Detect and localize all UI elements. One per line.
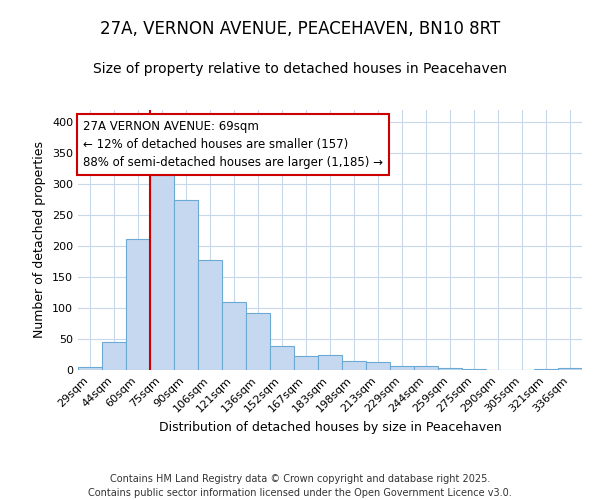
Bar — [150, 175, 174, 370]
Text: Contains HM Land Registry data © Crown copyright and database right 2025.
Contai: Contains HM Land Registry data © Crown c… — [88, 474, 512, 498]
Bar — [558, 368, 582, 370]
Bar — [270, 346, 294, 370]
Bar — [342, 360, 366, 370]
Bar — [294, 356, 318, 370]
Text: 27A VERNON AVENUE: 69sqm
← 12% of detached houses are smaller (157)
88% of semi-: 27A VERNON AVENUE: 69sqm ← 12% of detach… — [83, 120, 383, 170]
Bar — [222, 302, 246, 370]
Bar — [462, 369, 486, 370]
Bar — [438, 368, 462, 370]
Bar — [198, 260, 222, 370]
Bar — [126, 239, 150, 370]
Bar — [246, 313, 270, 370]
Bar — [366, 362, 390, 370]
Bar — [102, 342, 126, 370]
X-axis label: Distribution of detached houses by size in Peacehaven: Distribution of detached houses by size … — [158, 421, 502, 434]
Y-axis label: Number of detached properties: Number of detached properties — [34, 142, 46, 338]
Bar — [318, 354, 342, 370]
Bar — [174, 200, 198, 370]
Bar — [390, 366, 414, 370]
Text: Size of property relative to detached houses in Peacehaven: Size of property relative to detached ho… — [93, 62, 507, 76]
Bar — [414, 366, 438, 370]
Bar — [78, 367, 102, 370]
Text: 27A, VERNON AVENUE, PEACEHAVEN, BN10 8RT: 27A, VERNON AVENUE, PEACEHAVEN, BN10 8RT — [100, 20, 500, 38]
